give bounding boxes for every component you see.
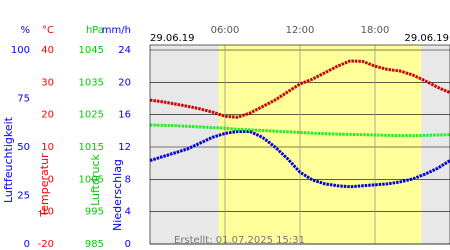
- y-tick-label: 985: [85, 239, 104, 250]
- x-tick-label: 12:00: [286, 25, 315, 36]
- y-tick-label: 10: [41, 142, 54, 153]
- y-tick-label: 1005: [79, 174, 104, 185]
- y-tick-label: 4: [125, 207, 131, 218]
- series-line: [149, 123, 450, 138]
- y-tick-label: 1025: [79, 110, 104, 121]
- axis-title: Niederschlag: [111, 159, 124, 231]
- y-tick-label: 0: [125, 239, 131, 250]
- axis-unit: hPa: [86, 25, 104, 36]
- axis-unit: %: [20, 25, 30, 36]
- y-tick-label: 25: [17, 191, 30, 202]
- y-tick-label: 1045: [79, 45, 104, 56]
- y-tick-label: 30: [41, 77, 54, 88]
- y-tick-label: 1015: [79, 142, 104, 153]
- axis-title: Temperatur: [38, 153, 51, 218]
- credit: Erstellt: 01.07.2025 15:31: [174, 235, 305, 246]
- y-tick-label: 995: [85, 207, 104, 218]
- y-tick-label: 20: [41, 110, 54, 121]
- y-tick-label: 50: [17, 142, 30, 153]
- y-tick-label: 75: [17, 94, 30, 105]
- axis-title: Luftfeuchtigkeit: [2, 116, 15, 203]
- y-tick-label: 0: [48, 174, 54, 185]
- daylight: [218, 45, 422, 244]
- y-tick-label: -20: [38, 239, 54, 250]
- series-line: [149, 59, 450, 119]
- axis-unit: mm/h: [102, 25, 131, 36]
- series-line: [149, 129, 450, 189]
- x-tick-label: 18:00: [361, 25, 390, 36]
- y-tick-label: 8: [125, 174, 131, 185]
- y-tick-label: 20: [118, 77, 131, 88]
- axis-unit: °C: [42, 25, 54, 36]
- y-tick-label: 1035: [79, 77, 104, 88]
- y-tick-label: 24: [118, 45, 131, 56]
- plot-frame: [149, 44, 450, 245]
- axis-title: Luftdruck: [89, 153, 102, 205]
- y-tick-label: 0: [24, 239, 30, 250]
- x-tick-label: 06:00: [211, 25, 240, 36]
- y-tick-label: -10: [38, 207, 54, 218]
- y-tick-label: 16: [118, 110, 131, 121]
- date-right: 29.06.19: [404, 33, 449, 44]
- y-tick-label: 40: [41, 45, 54, 56]
- y-tick-label: 100: [11, 45, 30, 56]
- y-tick-label: 12: [118, 142, 131, 153]
- date-left: 29.06.19: [150, 33, 195, 44]
